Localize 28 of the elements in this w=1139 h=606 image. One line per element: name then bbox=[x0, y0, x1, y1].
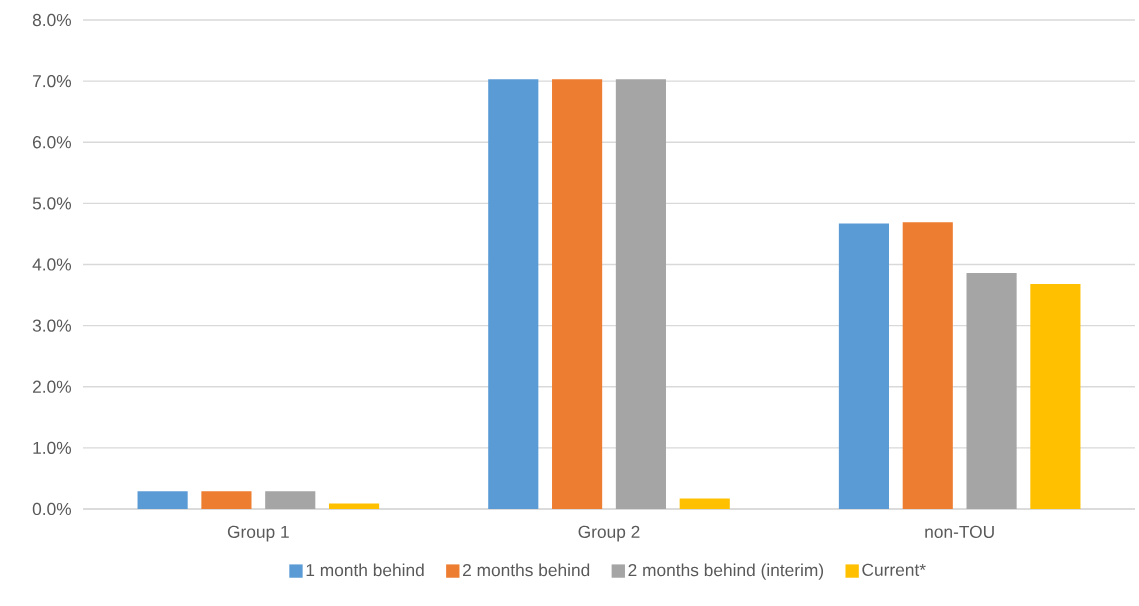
bar bbox=[902, 222, 953, 509]
x-tick-label: non-TOU bbox=[925, 525, 994, 538]
bar bbox=[488, 79, 539, 509]
bar bbox=[838, 223, 890, 509]
bar bbox=[552, 79, 603, 509]
y-tick-label: 5.0% bbox=[32, 197, 72, 210]
y-tick-label: 1.0% bbox=[33, 441, 72, 454]
y-tick-label: 8.0% bbox=[32, 13, 72, 27]
bar bbox=[615, 79, 666, 509]
legend-label: 1 month behind bbox=[306, 563, 424, 577]
x-tick-label: Group 2 bbox=[578, 525, 640, 542]
bar bbox=[329, 503, 380, 509]
bar bbox=[1030, 284, 1081, 509]
x-tick-label: Group 1 bbox=[227, 525, 289, 542]
y-tick-label: 3.0% bbox=[32, 319, 72, 332]
y-tick-label: 6.0% bbox=[33, 136, 72, 149]
bar bbox=[679, 498, 730, 509]
bar bbox=[966, 273, 1017, 509]
y-tick-label: 7.0% bbox=[33, 74, 72, 88]
bar bbox=[265, 491, 316, 509]
bar bbox=[137, 491, 188, 509]
y-tick-label: 4.0% bbox=[32, 258, 72, 271]
legend-label: 2 months behind (interim) bbox=[628, 563, 824, 580]
legend-label: Current* bbox=[862, 563, 926, 576]
y-tick-label: 0.0% bbox=[32, 502, 72, 516]
y-tick-label: 2.0% bbox=[33, 380, 72, 393]
bar bbox=[201, 491, 252, 509]
legend-label: 2 months behind bbox=[463, 563, 590, 577]
